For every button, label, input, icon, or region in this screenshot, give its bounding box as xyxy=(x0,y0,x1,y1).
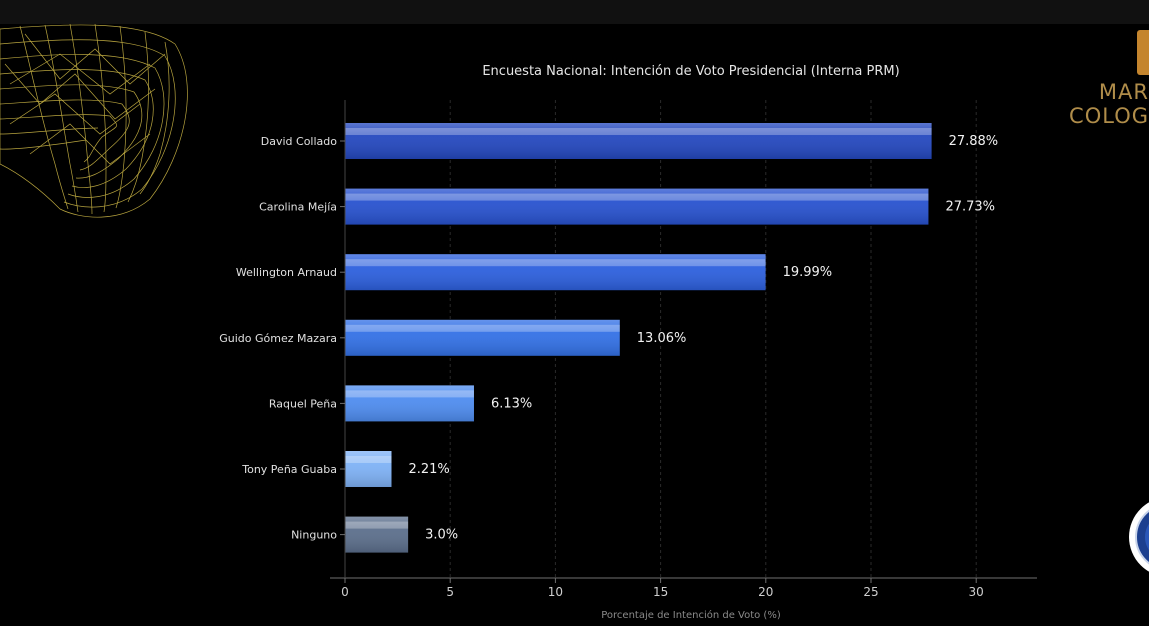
brand-logo-icon xyxy=(1137,30,1149,75)
x-tick-label: 10 xyxy=(548,585,563,599)
data-labels: 27.88% 27.73% 19.99% 13.06% 6.13% 2.21% 3.0% xyxy=(408,134,998,543)
top-bar xyxy=(0,0,1149,24)
bar-shine xyxy=(345,123,932,159)
x-tick-label: 20 xyxy=(758,585,773,599)
x-tick-label: 0 xyxy=(341,585,349,599)
category-label: Ninguno xyxy=(291,529,337,542)
category-label: Carolina Mejía xyxy=(259,201,337,214)
data-label: 2.21% xyxy=(408,462,449,477)
x-tick-label: 25 xyxy=(863,585,878,599)
party-seal-icon xyxy=(1129,502,1149,572)
bar-shine xyxy=(345,451,392,487)
x-ticks: 0 5 10 15 20 25 30 xyxy=(341,578,984,599)
data-label: 27.73% xyxy=(945,200,995,215)
category-label: Wellington Arnaud xyxy=(236,266,337,279)
wireframe-mesh-icon xyxy=(0,24,188,218)
axes xyxy=(330,100,1037,579)
data-label: 13.06% xyxy=(637,331,687,346)
chart-title: Encuesta Nacional: Intención de Voto Pre… xyxy=(482,64,899,79)
bars xyxy=(345,123,932,553)
brand-watermark: MAR COLOG xyxy=(1054,80,1149,128)
x-tick-label: 15 xyxy=(653,585,668,599)
bar-shine xyxy=(345,385,474,422)
data-label: 3.0% xyxy=(425,528,458,543)
watermark-line-1: MAR xyxy=(1098,80,1149,104)
data-label: 6.13% xyxy=(491,396,532,411)
bar-shine xyxy=(345,188,929,225)
category-label: Raquel Peña xyxy=(269,397,337,410)
grid xyxy=(449,100,977,578)
x-tick-label: 30 xyxy=(969,585,984,599)
bar-shine xyxy=(345,254,766,291)
category-label: Tony Peña Guaba xyxy=(241,463,337,476)
data-label: 19.99% xyxy=(783,265,833,280)
data-label: 27.88% xyxy=(949,134,999,149)
x-tick-label: 5 xyxy=(446,585,454,599)
x-axis-label: Porcentaje de Intención de Voto (%) xyxy=(601,609,781,621)
category-label: Guido Gómez Mazara xyxy=(219,332,337,345)
bar-shine xyxy=(345,319,620,356)
watermark-line-2: COLOG xyxy=(1069,104,1149,128)
bar-shine xyxy=(345,516,409,553)
category-labels: David Collado Carolina Mejía Wellington Ar… xyxy=(219,135,345,542)
category-label: David Collado xyxy=(261,135,338,148)
